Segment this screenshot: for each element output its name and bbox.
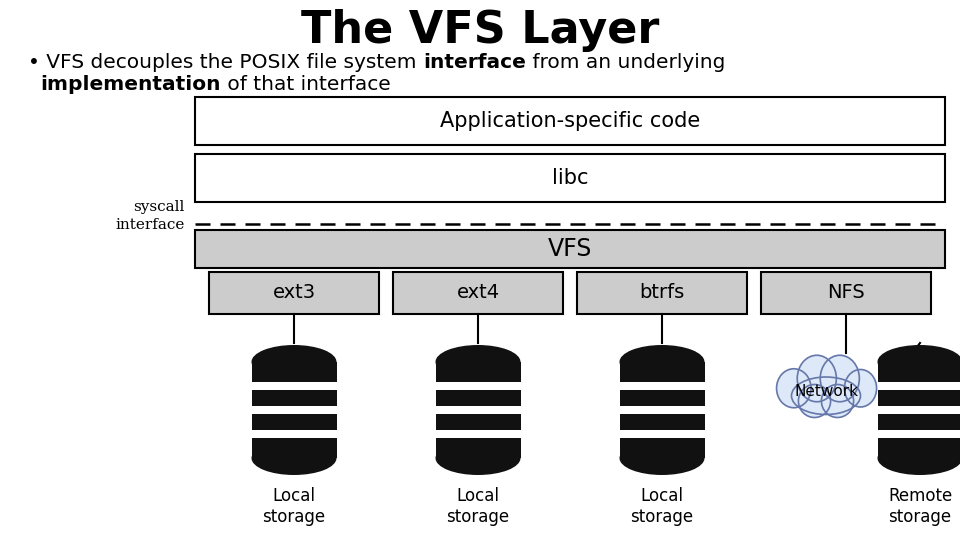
Ellipse shape — [436, 345, 520, 379]
Text: of that interface: of that interface — [221, 76, 391, 94]
Text: VFS: VFS — [548, 237, 592, 261]
Text: Local
storage: Local storage — [631, 487, 693, 526]
Ellipse shape — [777, 369, 811, 408]
Bar — [619, 382, 705, 390]
Bar — [252, 362, 337, 458]
Text: syscall
interface: syscall interface — [115, 200, 185, 232]
Ellipse shape — [791, 377, 860, 415]
Bar — [877, 430, 960, 438]
Bar — [252, 382, 337, 390]
Bar — [436, 362, 520, 458]
FancyBboxPatch shape — [195, 97, 945, 145]
Bar — [877, 406, 960, 414]
Bar — [877, 382, 960, 390]
Bar — [619, 406, 705, 414]
Text: Network: Network — [794, 384, 858, 400]
Text: ext3: ext3 — [273, 284, 316, 302]
Bar — [619, 362, 705, 458]
Text: implementation: implementation — [40, 76, 221, 94]
Bar — [436, 406, 520, 414]
Ellipse shape — [619, 345, 705, 379]
Bar — [252, 430, 337, 438]
FancyBboxPatch shape — [393, 272, 563, 314]
Bar — [436, 430, 520, 438]
Bar — [619, 430, 705, 438]
Ellipse shape — [845, 369, 876, 407]
FancyBboxPatch shape — [761, 272, 931, 314]
Ellipse shape — [252, 441, 337, 475]
Bar — [436, 382, 520, 390]
Text: Application-specific code: Application-specific code — [440, 111, 700, 131]
Text: The VFS Layer: The VFS Layer — [300, 9, 660, 51]
Text: from an underlying: from an underlying — [526, 53, 725, 72]
Text: btrfs: btrfs — [639, 284, 684, 302]
FancyBboxPatch shape — [195, 230, 945, 268]
Ellipse shape — [820, 355, 859, 402]
Text: Local
storage: Local storage — [262, 487, 325, 526]
Ellipse shape — [797, 355, 836, 402]
Ellipse shape — [799, 384, 830, 417]
Ellipse shape — [436, 441, 520, 475]
FancyBboxPatch shape — [577, 272, 747, 314]
Text: ext4: ext4 — [456, 284, 499, 302]
Text: Local
storage: Local storage — [446, 487, 510, 526]
Ellipse shape — [252, 345, 337, 379]
Text: libc: libc — [552, 168, 588, 188]
Ellipse shape — [877, 345, 960, 379]
Text: • VFS decouples the POSIX file system: • VFS decouples the POSIX file system — [28, 53, 422, 72]
Ellipse shape — [822, 384, 853, 417]
Bar — [877, 362, 960, 458]
FancyBboxPatch shape — [195, 154, 945, 202]
Ellipse shape — [619, 441, 705, 475]
FancyBboxPatch shape — [209, 272, 379, 314]
Ellipse shape — [877, 441, 960, 475]
Text: Remote
storage: Remote storage — [888, 487, 952, 526]
Text: interface: interface — [422, 53, 526, 72]
Text: NFS: NFS — [828, 284, 865, 302]
Bar — [252, 406, 337, 414]
